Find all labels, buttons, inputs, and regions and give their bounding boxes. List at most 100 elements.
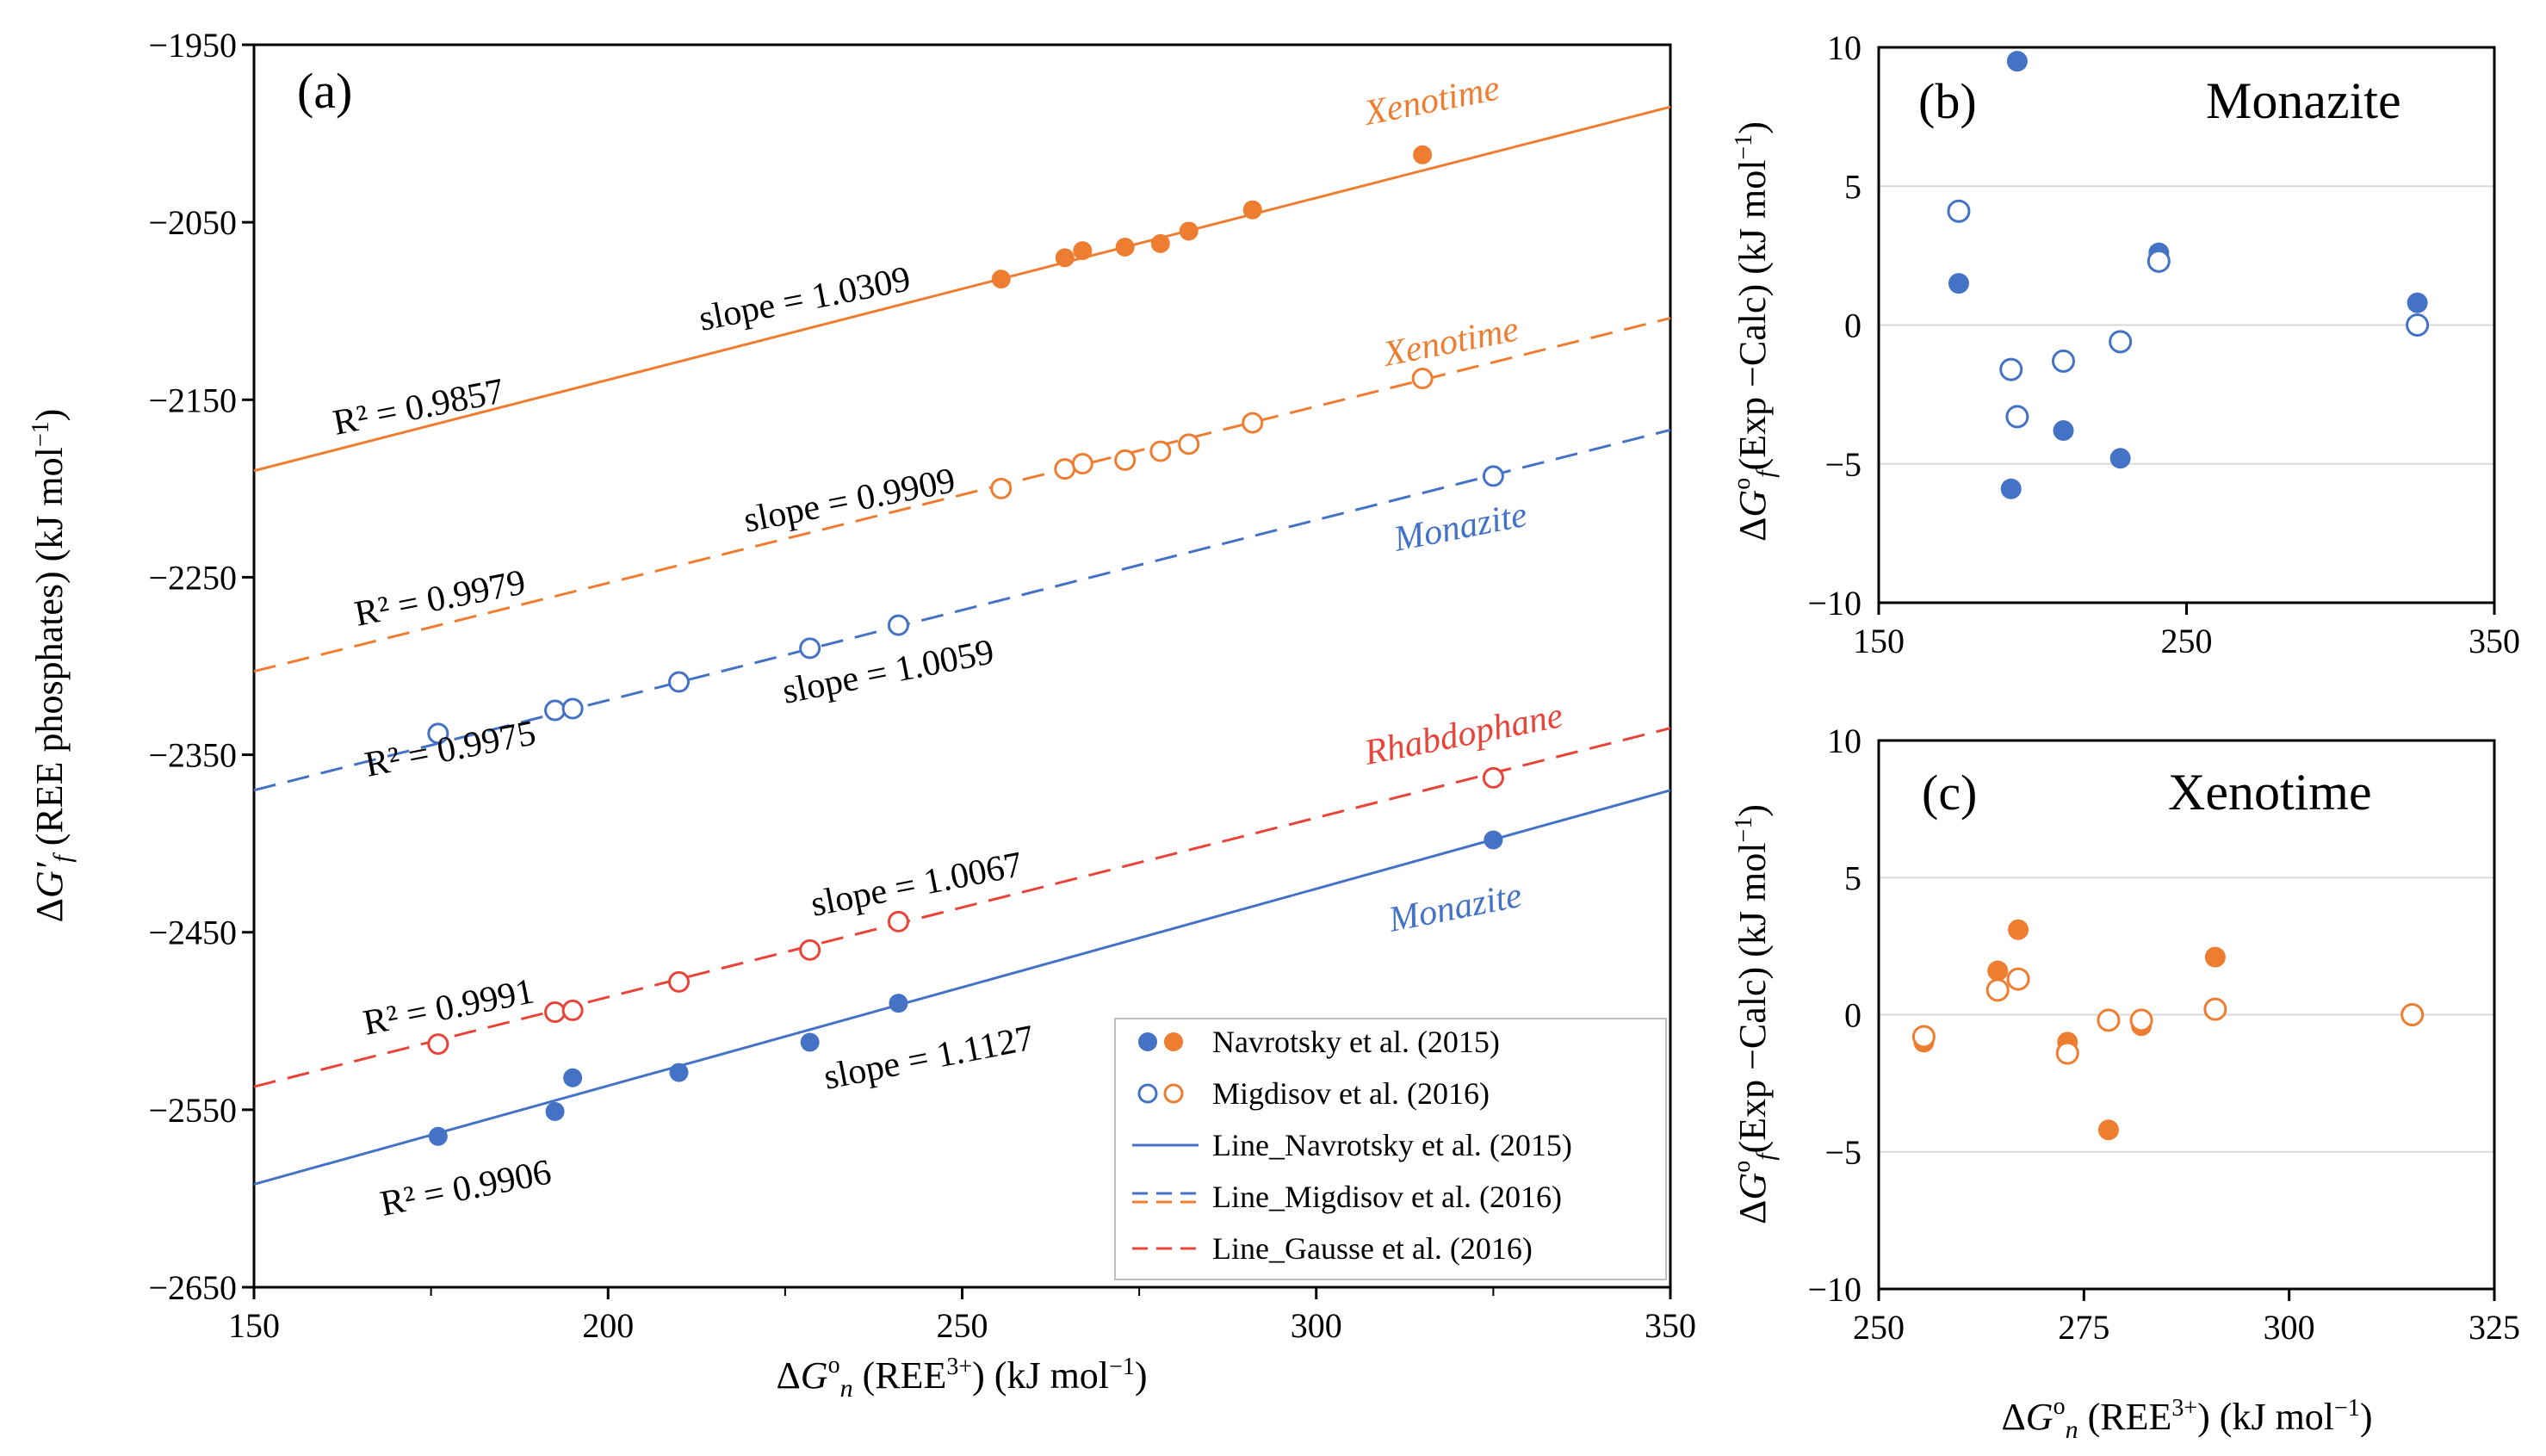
panel-c-chart: 10 5 0 −5 −10 250 275 300 325 (c) Xenotime ΔGof… [1729, 722, 2520, 1444]
data-point [990, 477, 1013, 499]
data-point [2129, 1008, 2153, 1032]
data-point [428, 1126, 448, 1146]
fit-line-0 [253, 105, 1671, 473]
data-point [1411, 368, 1434, 390]
x-tick-label: 300 [1291, 1306, 1342, 1345]
data-point [2006, 967, 2030, 991]
data-point [1948, 273, 1969, 294]
panel-a-y-ticks: −1950 −2050 −2150 −2250 −2350 −2450 −2550 −2650 [148, 26, 254, 1307]
data-point [2000, 478, 2022, 499]
y-tick-label: −5 [1824, 1133, 1861, 1172]
fit-line-1 [253, 317, 1671, 673]
data-point [2053, 420, 2074, 442]
x-tick-label: 200 [582, 1306, 634, 1345]
data-point [561, 697, 584, 720]
data-point [1947, 199, 1971, 223]
data-point [563, 1068, 583, 1087]
data-point [2400, 1003, 2425, 1026]
data-point [2109, 448, 2131, 469]
panel-c-x-label: ΔGon (REE3+) (kJ mol−1) [2002, 1393, 2373, 1444]
panel-c-frame [1877, 739, 2496, 1291]
y-tick-label: 5 [1844, 167, 1861, 206]
panel-c-points [1911, 919, 2425, 1141]
legend-label-line-migdisov: Line_Migdisov et al. (2016) [1212, 1180, 1562, 1214]
data-point [799, 637, 821, 660]
panel-b-y-label: ΔGof(Exp −Calc) (kJ mol−1) [1729, 121, 1780, 542]
legend-box [1114, 1018, 1667, 1280]
data-point [1149, 440, 1172, 462]
panel-c-label: (c) [1922, 765, 1977, 821]
data-point [2097, 1008, 2121, 1032]
data-point [1911, 1025, 1936, 1049]
data-point [1999, 357, 2023, 381]
x-tick-label: 350 [1645, 1306, 1696, 1345]
data-point [1987, 960, 2009, 982]
data-point [887, 614, 909, 636]
data-point [1985, 978, 2010, 1002]
data-point [2203, 997, 2227, 1021]
panel-a-chart: (a) −1950−2050−2150−2250−2350−2450−2550−… [28, 26, 1696, 1403]
data-point [1054, 458, 1076, 480]
legend-marker-filled-blue [1138, 1032, 1157, 1051]
panel-a-legend: Navrotsky et al. (2015) Migdisov et al. … [1114, 1018, 1667, 1280]
panel-a-y-label: ΔG′f (REE phosphates) (kJ mol−1) [28, 409, 77, 923]
data-point [1071, 452, 1093, 474]
data-point [2204, 946, 2226, 968]
panel-b-title: Monazite [2206, 72, 2401, 129]
data-point [427, 1033, 449, 1056]
data-point [1482, 766, 1504, 789]
x-tick-label: 300 [2264, 1308, 2315, 1347]
y-tick-label: 0 [1844, 996, 1861, 1035]
data-point [889, 994, 908, 1013]
x-tick-label: 250 [1853, 1308, 1905, 1347]
data-point [1073, 241, 1093, 261]
x-tick-label: 325 [2469, 1308, 2520, 1347]
data-point [1178, 433, 1200, 455]
data-point [2146, 249, 2171, 273]
y-tick-label: −2250 [148, 558, 237, 597]
x-tick-label: 150 [228, 1306, 280, 1345]
data-point [1242, 412, 1264, 434]
data-point [799, 939, 821, 961]
data-point [2109, 330, 2133, 354]
data-point [2055, 1041, 2079, 1065]
data-point [544, 699, 567, 722]
legend-marker-open-orange [1163, 1083, 1184, 1104]
data-point [2006, 51, 2028, 72]
data-point [1055, 248, 1075, 268]
y-tick-label: −10 [1807, 1270, 1861, 1309]
data-point [2097, 1119, 2119, 1141]
x-tick-label: 250 [937, 1306, 988, 1345]
data-point [427, 722, 449, 745]
data-point [1114, 449, 1137, 471]
panel-c-x-ticks: 250 275 300 325 [1853, 1289, 2520, 1347]
legend-label-navrotsky: Navrotsky et al. (2015) [1212, 1025, 1500, 1059]
panel-a-fit-lines [253, 105, 1671, 1186]
y-tick-label: −10 [1807, 584, 1861, 623]
data-point [668, 970, 690, 993]
data-point [561, 999, 584, 1021]
y-tick-label: 10 [1827, 28, 1861, 67]
y-tick-label: −5 [1824, 445, 1861, 484]
panel-b-chart: 10 5 0 −5 −10 150 250 350 (b) Monazite ΔGof(Ex… [1729, 28, 2520, 660]
fit-line-4 [253, 789, 1671, 1186]
data-point [991, 270, 1011, 289]
fit-line-2 [253, 428, 1671, 792]
panel-a-label: (a) [297, 63, 352, 119]
panel-b-label: (b) [1918, 73, 1977, 129]
panel-c-y-ticks: 10 5 0 −5 −10 [1807, 722, 1861, 1309]
y-tick-label: 5 [1844, 858, 1861, 897]
data-point [2005, 405, 2029, 429]
data-point [2052, 349, 2075, 373]
panel-a-points [427, 145, 1504, 1146]
data-point [1115, 238, 1135, 257]
legend-label-line-gausse: Line_Gausse et al. (2016) [1212, 1231, 1533, 1266]
data-point [1179, 221, 1199, 241]
y-tick-label: −2450 [148, 914, 237, 952]
panel-b-y-ticks: 10 5 0 −5 −10 [1807, 28, 1861, 623]
x-tick-label: 350 [2469, 622, 2520, 660]
y-tick-label: 10 [1827, 722, 1861, 760]
data-point [1150, 233, 1170, 253]
panel-b-x-ticks: 150 250 350 [1853, 603, 2520, 660]
